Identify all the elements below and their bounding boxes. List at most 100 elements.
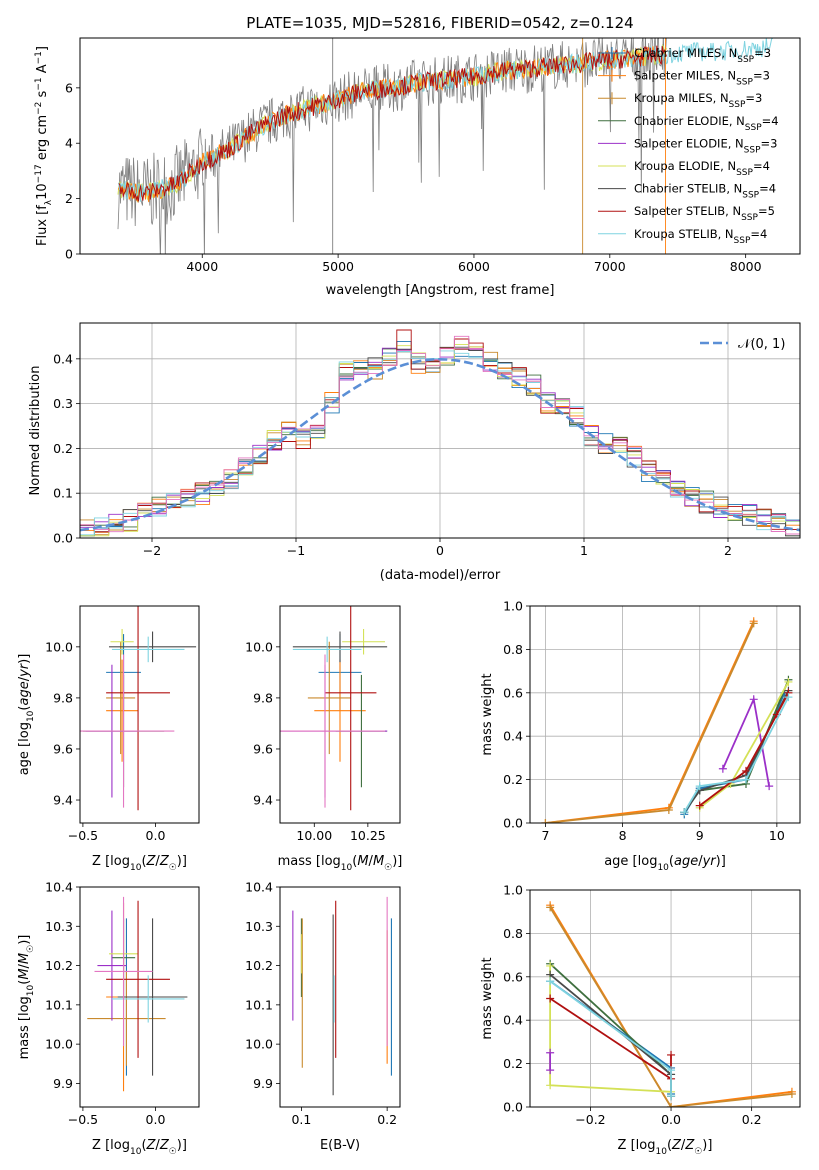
label-part: =4: [750, 227, 767, 241]
panel-spectrum: 4000 5000 6000 7000 8000 0 2 4 6 wavelength [Angs…: [34, 37, 801, 298]
label-part: M: [17, 953, 32, 964]
label-part: M: [17, 968, 32, 979]
label-part: =4: [759, 182, 776, 196]
label-part: =3: [745, 91, 762, 105]
label-part: 10: [657, 863, 669, 873]
y-tick-label: 0.4: [53, 351, 73, 366]
panel-z-mass: −0.5 0.09.910.010.110.210.310.4Z [log10(Z…: [17, 880, 200, 1157]
y-tick-label: 0: [65, 247, 73, 262]
label-part: SSP: [734, 236, 751, 246]
label-part: −2: [34, 102, 44, 115]
legend-label: Chabrier ELODIE, NSSP=4: [634, 114, 779, 133]
y-tick-label: 9.4: [253, 793, 273, 808]
label-part: Kroupa STELIB, N: [634, 227, 734, 241]
label-part: Z: [146, 1138, 157, 1153]
axes-frame: [279, 886, 401, 1108]
label-part: (: [352, 854, 357, 869]
label-part: yr: [17, 662, 32, 678]
plot-area-z-age: [80, 606, 197, 811]
plot-area-z-mass: [87, 896, 188, 1092]
series-marker: [718, 764, 727, 773]
series-marker: [546, 903, 555, 912]
label-part: =3: [761, 136, 778, 150]
y-tick-label: 0.2: [503, 772, 523, 787]
label-part: age: [17, 681, 32, 705]
x-axis-label: (data-model)/error: [380, 568, 501, 583]
x-tick-label: 4000: [186, 259, 218, 274]
x-tick-label: −0.2: [575, 1112, 605, 1127]
x-tick-label: 5000: [322, 259, 354, 274]
plot-area-residual-hist: [80, 329, 800, 537]
series-marker: [787, 1089, 796, 1098]
label-part: Z [log: [92, 854, 130, 869]
label-part: 10: [26, 710, 36, 722]
label-part: yr: [702, 854, 718, 869]
series-line: [545, 623, 755, 823]
y-tick-label: 0.4: [503, 729, 523, 744]
label-part: Z: [159, 1138, 170, 1153]
y-tick-label: 0.2: [503, 1056, 523, 1071]
series-marker: [749, 695, 758, 704]
label-part: A: [35, 64, 50, 77]
label-part: ☉: [694, 1147, 702, 1157]
label-part: ☉: [384, 863, 392, 873]
x-tick-label: 7000: [594, 259, 626, 274]
x-tick-label: 7: [541, 828, 549, 843]
y-tick-label: 1.0: [503, 883, 523, 898]
label-part: SSP: [736, 168, 753, 178]
y-tick-label: 9.9: [53, 1076, 73, 1091]
y-axis-label: mass weight: [480, 673, 495, 755]
x-tick-label: 0.0: [146, 828, 166, 843]
y-tick-label: 0.0: [503, 816, 523, 831]
x-tick-label: 10.25: [350, 828, 386, 843]
label-part: Z: [146, 854, 157, 869]
series-marker: [667, 1066, 676, 1075]
label-part: )]: [716, 854, 726, 869]
y-tick-label: 9.8: [253, 690, 273, 705]
y-axis-label: Normed distribution: [28, 366, 43, 496]
x-axis-label: age [log10(age/yr)]: [604, 854, 726, 873]
label-part: SSP: [736, 78, 753, 88]
legend-label: Chabrier MILES, NSSP=3: [634, 46, 771, 65]
label-part: )]: [17, 935, 32, 945]
label-part: Salpeter ELODIE, N: [634, 136, 744, 150]
label-part: /: [698, 854, 703, 869]
spectrum-model-line: [118, 38, 773, 202]
x-tick-label: 0.0: [146, 1112, 166, 1127]
x-tick-label: 1: [580, 543, 588, 558]
series-line: [683, 696, 790, 813]
y-tick-label: 9.4: [53, 793, 73, 808]
y-tick-label: 0.4: [503, 1013, 523, 1028]
x-axis-label: Z [log10(Z/Z☉)]: [92, 854, 187, 873]
y-tick-label: 2: [65, 191, 73, 206]
label-part: erg cm: [35, 115, 50, 164]
label-part: 10: [655, 1147, 667, 1157]
series-marker: [667, 1050, 676, 1059]
plot-area-spectrum: [117, 38, 773, 254]
y-tick-label: 10.0: [45, 1037, 73, 1052]
series-marker: [546, 1048, 555, 1057]
series-marker: [664, 805, 673, 814]
x-axis-label: Z [log10(Z/Z☉)]: [618, 1138, 713, 1157]
x-tick-label: 8: [619, 828, 627, 843]
label-part: Salpeter STELIB, N: [634, 204, 741, 218]
label-part: /: [681, 1138, 686, 1153]
panel-residual-hist: −2 −1 0 1 2 0.0 0.1 0.2 0.3 0.4 𝒩(0, 1) (data-model…: [28, 322, 801, 583]
axes-frame: [279, 605, 401, 824]
y-tick-label: 9.8: [53, 690, 73, 705]
label-part: )]: [702, 1138, 712, 1153]
plot-area-z-weight: [546, 901, 796, 1107]
y-tick-label: 10.2: [245, 958, 273, 973]
series-line: [549, 997, 672, 1081]
x-tick-label: 0.0: [661, 1112, 681, 1127]
y-tick-label: 10.3: [45, 919, 73, 934]
x-tick-label: 2: [724, 543, 732, 558]
legend-label: Kroupa ELODIE, NSSP=4: [634, 159, 770, 178]
panel-z-age: −0.5 0.09.49.69.810.0Z [log10(Z/Z☉)]age […: [17, 605, 200, 873]
series-marker: [546, 1081, 555, 1090]
label-part: SSP: [745, 123, 762, 133]
y-tick-label: 10.4: [45, 880, 73, 895]
label-part: Kroupa MILES, N: [634, 91, 729, 105]
x-tick-label: −0.5: [68, 828, 98, 843]
axes-frame: [529, 889, 801, 1108]
